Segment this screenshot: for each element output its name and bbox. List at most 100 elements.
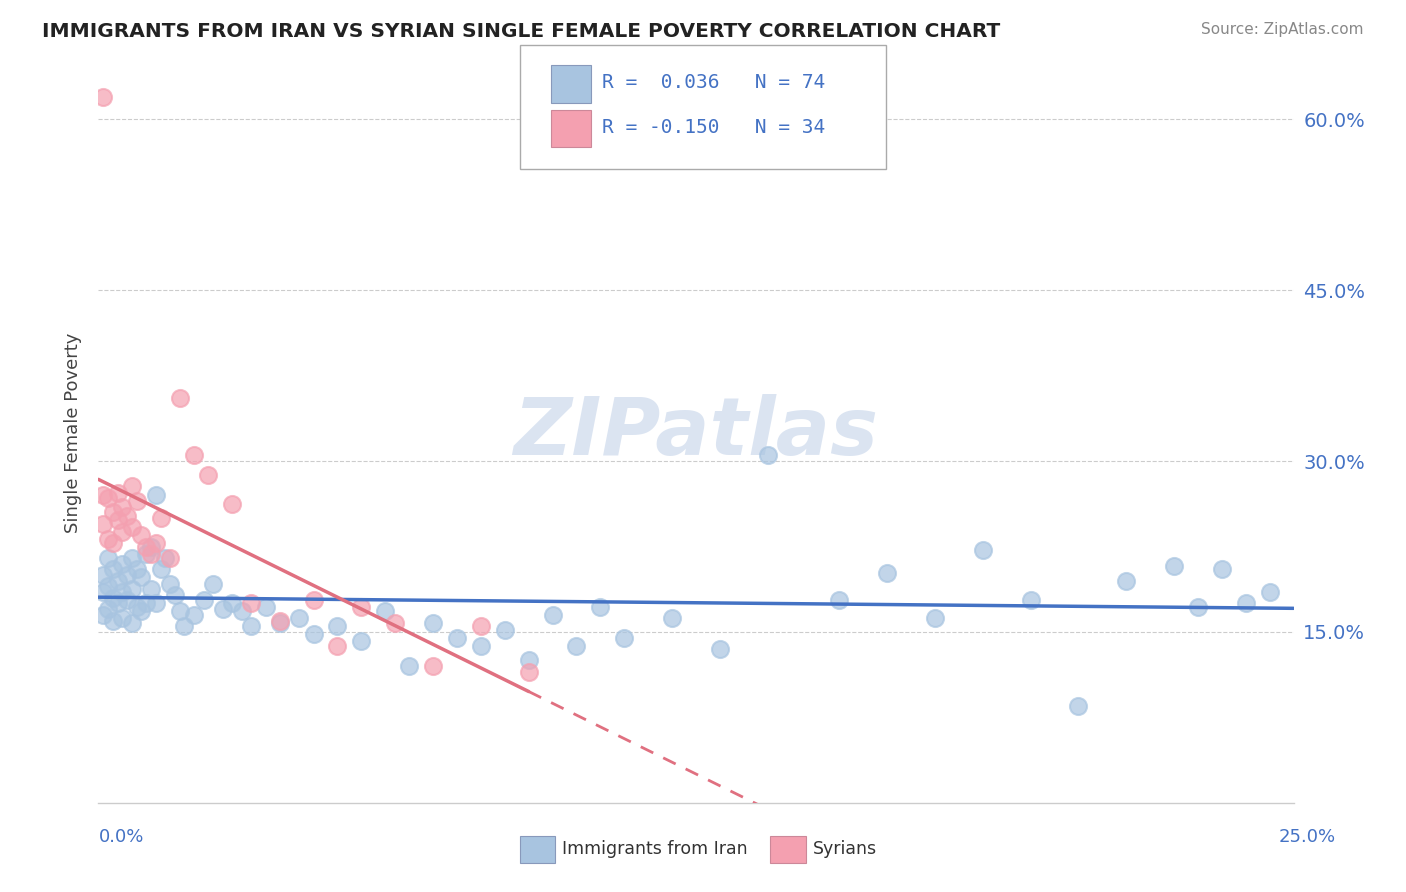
- Text: 25.0%: 25.0%: [1278, 828, 1336, 846]
- Point: [125, 562, 148, 576]
- Point: [115, 568, 138, 582]
- Point: [121, 615, 143, 630]
- Point: [131, 528, 153, 542]
- Point: [398, 659, 420, 673]
- Point: [135, 548, 157, 562]
- Text: Syrians: Syrians: [813, 840, 877, 858]
- Point: [135, 597, 157, 611]
- Point: [149, 562, 172, 576]
- Point: [121, 550, 143, 565]
- Point: [756, 449, 779, 463]
- Point: [131, 570, 153, 584]
- Point: [125, 494, 148, 508]
- Point: [211, 602, 233, 616]
- Point: [139, 540, 162, 554]
- Text: 0.0%: 0.0%: [98, 828, 143, 846]
- Point: [145, 597, 167, 611]
- Point: [517, 653, 540, 667]
- Y-axis label: Single Female Poverty: Single Female Poverty: [63, 333, 82, 533]
- Point: [97, 550, 120, 565]
- Point: [1258, 585, 1281, 599]
- Point: [101, 591, 124, 605]
- Point: [159, 550, 181, 565]
- Point: [221, 497, 243, 511]
- Point: [1019, 593, 1042, 607]
- Point: [288, 611, 311, 625]
- Point: [97, 491, 120, 505]
- Point: [254, 599, 277, 614]
- Point: [828, 593, 851, 607]
- Point: [470, 619, 492, 633]
- Point: [240, 597, 263, 611]
- Text: R =  0.036   N = 74: R = 0.036 N = 74: [602, 73, 825, 93]
- Point: [240, 619, 263, 633]
- Point: [709, 642, 731, 657]
- Point: [163, 589, 186, 603]
- Point: [183, 607, 205, 622]
- Point: [145, 536, 167, 550]
- Point: [384, 615, 406, 630]
- Text: IMMIGRANTS FROM IRAN VS SYRIAN SINGLE FEMALE POVERTY CORRELATION CHART: IMMIGRANTS FROM IRAN VS SYRIAN SINGLE FE…: [42, 22, 1001, 41]
- Point: [302, 593, 325, 607]
- Point: [111, 500, 134, 514]
- Point: [197, 467, 219, 482]
- Point: [470, 639, 492, 653]
- Point: [589, 599, 612, 614]
- Point: [159, 577, 181, 591]
- Point: [91, 488, 114, 502]
- Point: [125, 599, 148, 614]
- Point: [350, 599, 373, 614]
- Point: [972, 543, 994, 558]
- Text: ZIPatlas: ZIPatlas: [513, 393, 879, 472]
- Point: [135, 540, 157, 554]
- Point: [269, 614, 291, 628]
- Point: [326, 619, 349, 633]
- Point: [565, 639, 588, 653]
- Point: [91, 568, 114, 582]
- Point: [541, 607, 564, 622]
- Point: [350, 634, 373, 648]
- Point: [613, 631, 636, 645]
- Point: [139, 582, 162, 596]
- Point: [91, 607, 114, 622]
- Point: [91, 585, 114, 599]
- Point: [1115, 574, 1137, 588]
- Point: [101, 614, 124, 628]
- Point: [924, 611, 946, 625]
- Point: [107, 574, 129, 588]
- Point: [169, 604, 191, 618]
- Point: [97, 532, 120, 546]
- Point: [173, 619, 195, 633]
- Point: [876, 566, 898, 580]
- Point: [111, 557, 134, 571]
- Point: [91, 89, 114, 103]
- Point: [101, 536, 124, 550]
- Point: [115, 593, 138, 607]
- Point: [183, 449, 205, 463]
- Point: [101, 505, 124, 519]
- Point: [145, 488, 167, 502]
- Text: R = -0.150   N = 34: R = -0.150 N = 34: [602, 118, 825, 137]
- Point: [107, 597, 129, 611]
- Text: Immigrants from Iran: Immigrants from Iran: [562, 840, 748, 858]
- Point: [101, 562, 124, 576]
- Text: Source: ZipAtlas.com: Source: ZipAtlas.com: [1201, 22, 1364, 37]
- Point: [422, 615, 444, 630]
- Point: [193, 593, 215, 607]
- Point: [1067, 698, 1090, 713]
- Point: [169, 392, 191, 406]
- Point: [1234, 597, 1257, 611]
- Point: [111, 611, 134, 625]
- Point: [517, 665, 540, 679]
- Point: [661, 611, 683, 625]
- Point: [1187, 599, 1209, 614]
- Point: [111, 585, 134, 599]
- Point: [111, 524, 134, 539]
- Point: [374, 604, 396, 618]
- Point: [91, 516, 114, 531]
- Point: [494, 623, 516, 637]
- Point: [97, 602, 120, 616]
- Point: [121, 479, 143, 493]
- Point: [326, 639, 349, 653]
- Point: [107, 486, 129, 500]
